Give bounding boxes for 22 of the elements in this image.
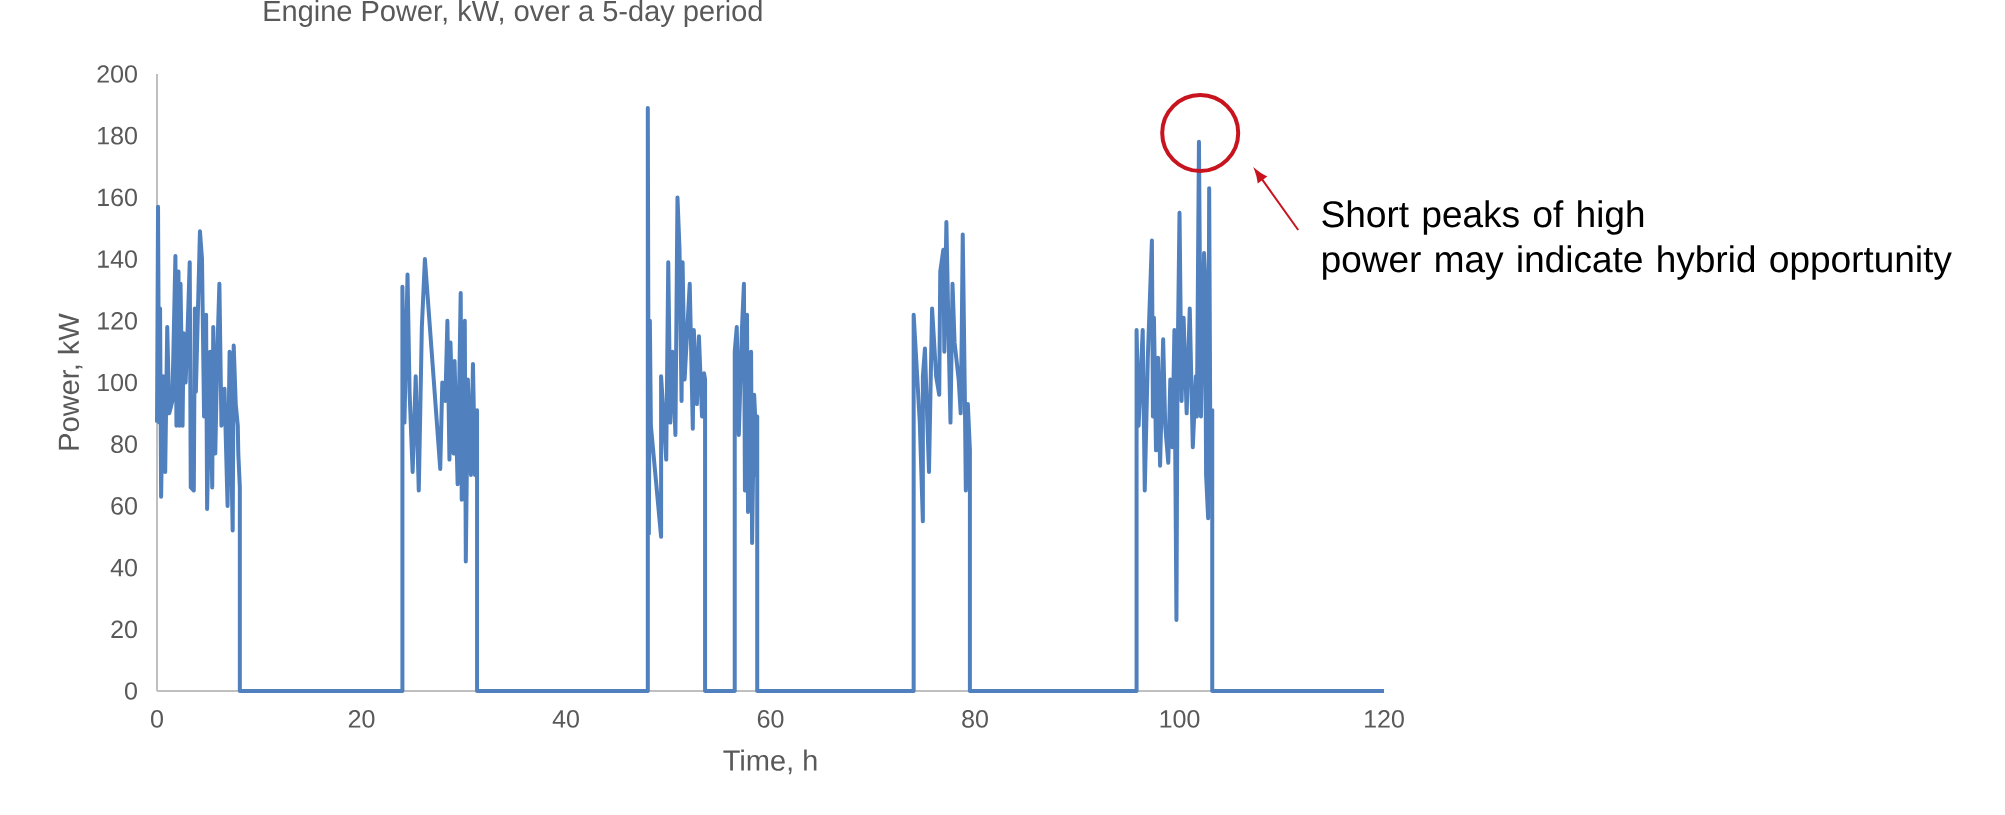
x-tick-label: 40 bbox=[552, 710, 579, 728]
y-tick-label: 60 bbox=[111, 497, 137, 515]
y-tick-label: 160 bbox=[98, 188, 137, 207]
y-axis-title: Power, kW bbox=[57, 313, 83, 450]
x-tick-label: 60 bbox=[757, 710, 784, 728]
y-tick-label: 100 bbox=[98, 373, 137, 392]
x-axis-title: Time, h bbox=[723, 749, 817, 775]
y-tick-label: 0 bbox=[125, 682, 137, 700]
y-tick-label: 120 bbox=[98, 311, 137, 330]
y-tick-label: 40 bbox=[110, 558, 137, 577]
y-tick-label: 80 bbox=[111, 435, 137, 454]
x-tick-label: 100 bbox=[1160, 710, 1200, 728]
annotation: Short peaks of high power may indicate hybrid opportunity bbox=[1322, 200, 1952, 280]
x-tick-label: 120 bbox=[1365, 710, 1404, 728]
chart-title: Engine Power, kW, over a 5-day period bbox=[264, 0, 762, 27]
y-tick-label: 180 bbox=[98, 126, 137, 145]
y-tick-label: 20 bbox=[111, 620, 137, 639]
y-tick-label: 140 bbox=[98, 250, 137, 268]
y-tick-label: 200 bbox=[97, 65, 137, 83]
x-tick-label: 0 bbox=[151, 710, 163, 728]
x-tick-label: 80 bbox=[962, 710, 988, 728]
x-tick-label: 20 bbox=[348, 710, 375, 728]
